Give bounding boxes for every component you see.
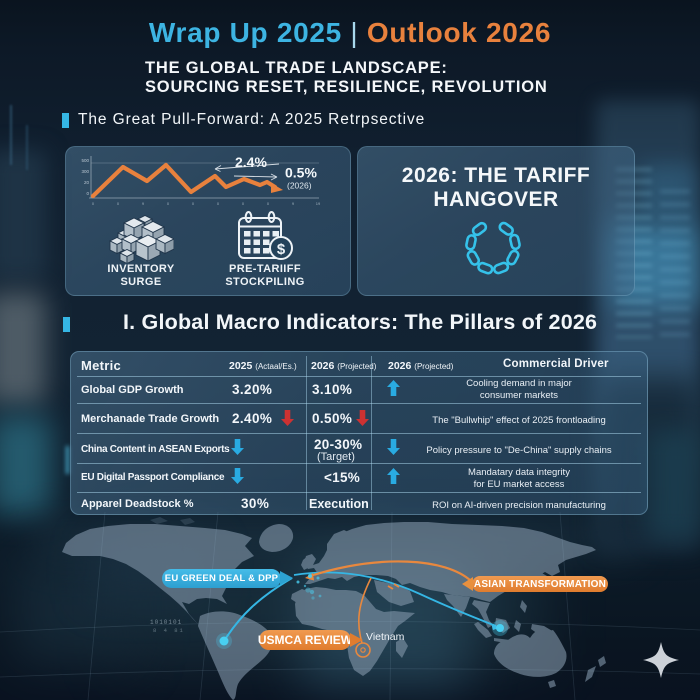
svg-text:Vietnam: Vietnam (366, 631, 405, 643)
svg-text:9: 9 (292, 201, 295, 206)
svg-text:1010101: 1010101 (150, 619, 182, 626)
svg-text:$: $ (277, 241, 286, 258)
svg-text:300: 300 (81, 169, 89, 174)
svg-text:0: 0 (217, 201, 220, 206)
svg-text:(2026): (2026) (287, 181, 312, 191)
svg-text:500: 500 (81, 158, 89, 163)
svg-text:0: 0 (242, 201, 245, 206)
svg-text:8 4 81: 8 4 81 (153, 627, 185, 634)
svg-text:0: 0 (117, 201, 120, 206)
svg-text:0: 0 (167, 201, 170, 206)
svg-text:2.4%: 2.4% (235, 154, 267, 170)
svg-text:20: 20 (84, 180, 90, 185)
svg-text:19: 19 (316, 201, 321, 206)
svg-text:0: 0 (192, 201, 195, 206)
svg-text:0: 0 (267, 201, 270, 206)
svg-text:0: 0 (92, 201, 95, 206)
svg-text:0: 0 (86, 191, 89, 196)
svg-text:9: 9 (142, 201, 145, 206)
svg-text:0.5%: 0.5% (285, 165, 317, 181)
